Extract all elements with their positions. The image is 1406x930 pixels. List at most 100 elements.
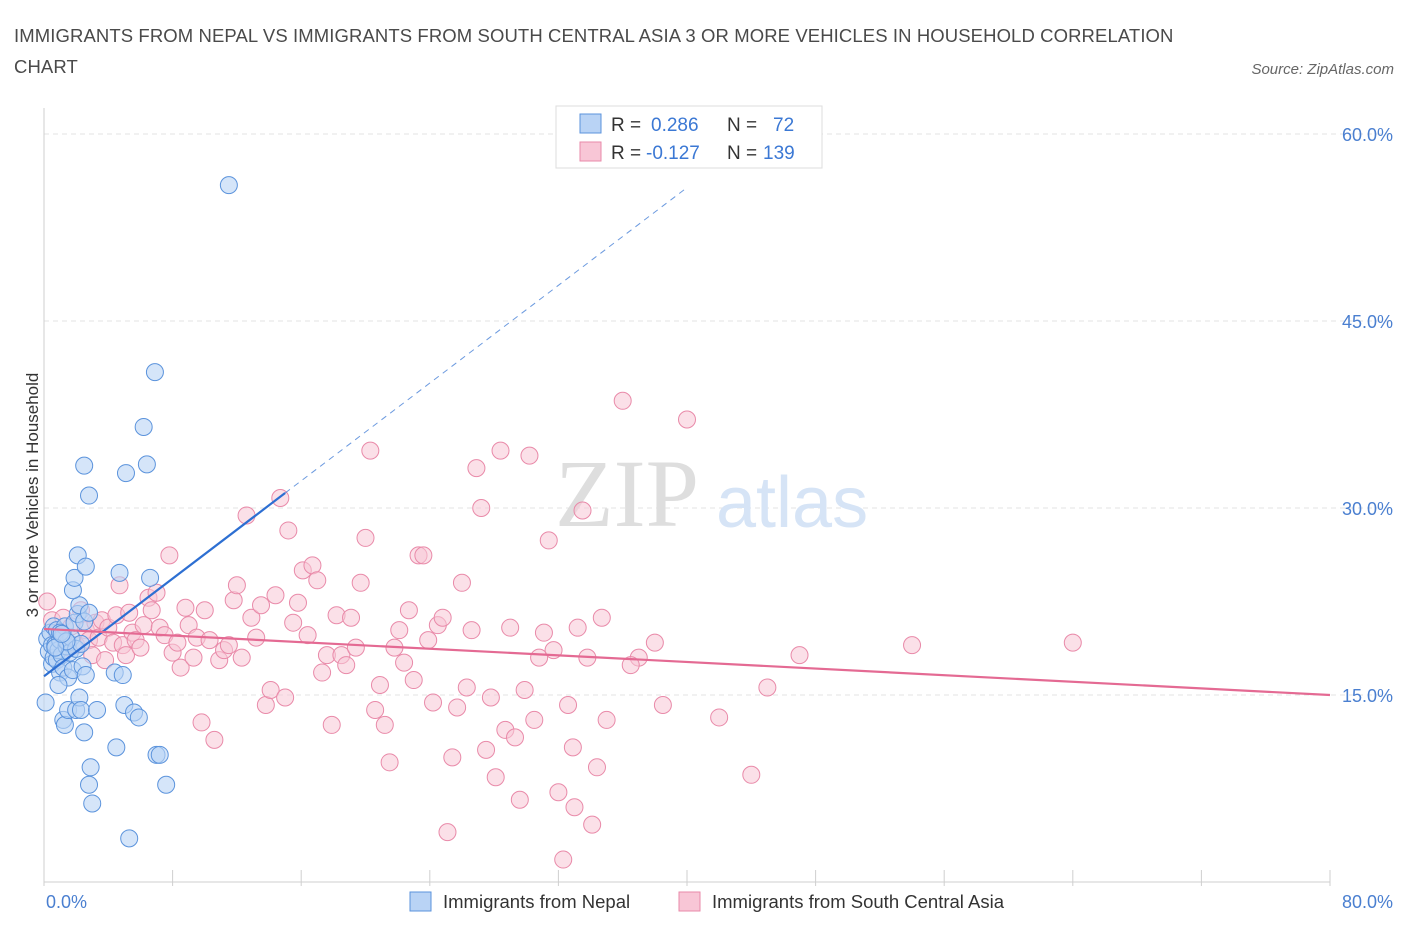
legend-label-nepal: Immigrants from Nepal <box>443 891 630 912</box>
data-point-south-central-asia <box>404 671 423 690</box>
data-point-south-central-asia <box>232 648 251 667</box>
data-point-south-central-asia <box>395 653 414 672</box>
data-point-south-central-asia <box>515 681 534 700</box>
source-label: Source: ZipAtlas.com <box>1251 61 1394 78</box>
data-point-south-central-asia <box>160 546 179 565</box>
data-point-nepal <box>150 745 169 764</box>
data-point-south-central-asia <box>308 571 327 590</box>
stats-swatch-nepal <box>579 113 602 134</box>
data-point-south-central-asia <box>481 688 500 707</box>
data-point-south-central-asia <box>414 546 433 565</box>
data-point-south-central-asia <box>261 681 280 700</box>
data-point-south-central-asia <box>96 651 115 670</box>
watermark-zip: ZIP <box>555 440 699 547</box>
y-axis-label: 3 or more Vehicles in Household <box>23 373 42 618</box>
data-point-south-central-asia <box>491 441 510 460</box>
data-point-nepal <box>75 723 94 742</box>
data-point-south-central-asia <box>438 823 457 842</box>
data-point-south-central-asia <box>742 765 761 784</box>
data-point-south-central-asia <box>219 636 238 655</box>
data-point-south-central-asia <box>276 688 295 707</box>
data-point-south-central-asia <box>224 591 243 610</box>
data-point-south-central-asia <box>568 618 587 637</box>
data-point-south-central-asia <box>200 631 219 650</box>
trend-line-nepal <box>43 492 286 678</box>
data-point-south-central-asia <box>38 592 57 611</box>
data-point-south-central-asia <box>433 608 452 627</box>
data-point-south-central-asia <box>583 815 602 834</box>
data-point-south-central-asia <box>539 531 558 550</box>
data-point-nepal <box>120 829 139 848</box>
data-point-south-central-asia <box>184 648 203 667</box>
data-point-nepal <box>36 693 55 712</box>
data-point-south-central-asia <box>563 738 582 757</box>
data-point-south-central-asia <box>366 700 385 719</box>
data-point-south-central-asia <box>554 850 573 869</box>
watermark-atlas: atlas <box>716 463 868 543</box>
data-point-nepal <box>75 456 94 475</box>
data-point-nepal <box>157 775 176 794</box>
series-nepal <box>36 176 238 848</box>
stats-n-label-sca: N = <box>727 143 757 164</box>
data-point-nepal <box>107 738 126 757</box>
y-tick-label: 15.0% <box>1342 686 1393 706</box>
data-point-nepal <box>52 624 71 643</box>
data-point-south-central-asia <box>710 708 729 727</box>
trend-line-south-central-asia <box>43 627 1331 697</box>
data-point-south-central-asia <box>303 556 322 575</box>
data-point-nepal <box>83 794 102 813</box>
data-point-nepal <box>55 715 74 734</box>
data-point-south-central-asia <box>613 391 632 410</box>
data-point-south-central-asia <box>486 768 505 787</box>
data-point-south-central-asia <box>279 521 298 540</box>
data-point-south-central-asia <box>342 608 361 627</box>
data-point-south-central-asia <box>176 598 195 617</box>
data-point-nepal <box>129 708 148 727</box>
data-point-south-central-asia <box>380 753 399 772</box>
data-point-south-central-asia <box>678 410 696 429</box>
data-point-south-central-asia <box>1063 633 1082 652</box>
data-point-nepal <box>80 603 99 622</box>
data-point-south-central-asia <box>131 638 150 657</box>
data-point-south-central-asia <box>549 783 568 802</box>
data-point-south-central-asia <box>534 623 553 642</box>
data-point-nepal <box>137 455 156 474</box>
data-point-nepal <box>145 363 164 382</box>
x-tick-label-min: 0.0% <box>46 892 87 912</box>
data-point-south-central-asia <box>284 613 303 632</box>
data-point-south-central-asia <box>448 698 467 717</box>
legend: Immigrants from Nepal Immigrants from So… <box>409 891 1005 912</box>
data-point-south-central-asia <box>227 576 246 595</box>
data-point-nepal <box>76 666 95 685</box>
data-point-nepal <box>71 700 90 719</box>
data-point-south-central-asia <box>370 676 389 695</box>
trend-line-nepal-extension <box>284 187 688 494</box>
data-point-south-central-asia <box>505 728 524 747</box>
data-point-south-central-asia <box>390 621 409 640</box>
data-point-nepal <box>141 568 160 587</box>
data-point-south-central-asia <box>298 626 317 645</box>
y-tick-label: 45.0% <box>1342 312 1393 332</box>
data-point-south-central-asia <box>467 459 486 478</box>
data-point-south-central-asia <box>361 441 380 460</box>
data-point-south-central-asia <box>653 695 672 714</box>
data-point-nepal <box>80 486 99 505</box>
data-point-south-central-asia <box>587 758 606 777</box>
data-point-south-central-asia <box>266 586 285 605</box>
data-point-south-central-asia <box>205 730 224 749</box>
stats-r-label-sca: R = <box>611 143 641 164</box>
data-point-nepal <box>49 676 68 695</box>
data-point-nepal <box>65 568 84 587</box>
data-point-nepal <box>116 464 135 483</box>
stats-n-value-sca: 139 <box>763 143 795 164</box>
series-south-central-asia <box>38 391 1082 869</box>
data-point-nepal <box>219 176 238 195</box>
data-point-south-central-asia <box>477 740 496 759</box>
data-point-nepal <box>134 417 153 436</box>
stats-r-value-nepal: 0.286 <box>651 115 699 136</box>
data-point-south-central-asia <box>510 790 529 809</box>
stats-r-label-nepal: R = <box>611 115 641 136</box>
data-point-south-central-asia <box>597 710 616 729</box>
y-tick-label: 60.0% <box>1342 125 1393 145</box>
data-point-south-central-asia <box>256 695 275 714</box>
